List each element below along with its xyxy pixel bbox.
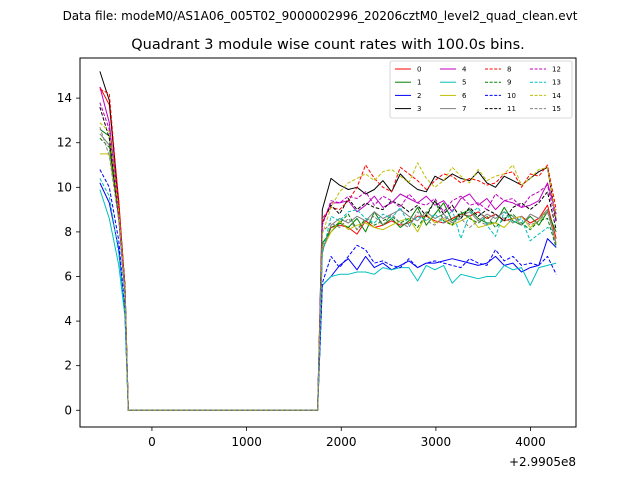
legend-label-1: 1 xyxy=(417,79,421,87)
x-offset-label: +2.9905e8 xyxy=(509,455,576,469)
legend-label-6: 6 xyxy=(462,92,467,100)
legend-frame xyxy=(389,60,573,119)
legend-label-0: 0 xyxy=(417,66,421,74)
y-axis: 0 2 4 6 8 10 12 14 xyxy=(57,91,80,417)
series-line-13 xyxy=(99,178,557,411)
chart-suptitle: Data file: modeM0/AS1A06_005T02_90000029… xyxy=(63,9,578,23)
series-group xyxy=(99,71,557,411)
y-tick-label: 12 xyxy=(57,136,72,150)
legend-label-5: 5 xyxy=(462,79,466,87)
axes-frame xyxy=(79,57,577,428)
y-tick-label: 6 xyxy=(64,270,72,284)
x-tick-label: 0 xyxy=(148,435,156,449)
x-tick-label: 4000 xyxy=(515,435,546,449)
x-axis: 0 1000 2000 3000 4000 xyxy=(148,427,546,449)
series-line-12 xyxy=(99,102,557,411)
y-tick-label: 8 xyxy=(64,225,72,239)
legend-label-11: 11 xyxy=(507,105,516,113)
chart-title: Quadrant 3 module wise count rates with … xyxy=(131,37,525,53)
y-tick-label: 14 xyxy=(57,91,72,105)
legend-label-2: 2 xyxy=(417,92,421,100)
legend-label-15: 15 xyxy=(552,105,561,113)
legend-label-7: 7 xyxy=(462,105,466,113)
x-tick-label: 1000 xyxy=(231,435,262,449)
legend-label-14: 14 xyxy=(552,92,561,100)
series-line-15 xyxy=(99,126,557,411)
x-tick-label: 3000 xyxy=(421,435,452,449)
y-tick-label: 4 xyxy=(64,314,72,328)
y-tick-label: 0 xyxy=(64,403,72,417)
legend-label-10: 10 xyxy=(507,92,516,100)
legend-label-13: 13 xyxy=(552,79,561,87)
y-tick-label: 2 xyxy=(64,359,72,373)
legend-label-12: 12 xyxy=(552,66,561,74)
legend-label-3: 3 xyxy=(417,105,421,113)
legend-label-4: 4 xyxy=(462,66,467,74)
y-tick-label: 10 xyxy=(57,180,72,194)
series-line-10 xyxy=(99,169,557,411)
axes-background xyxy=(80,58,576,427)
legend-label-8: 8 xyxy=(507,66,511,74)
x-tick-label: 2000 xyxy=(326,435,357,449)
legend-label-9: 9 xyxy=(507,79,511,87)
